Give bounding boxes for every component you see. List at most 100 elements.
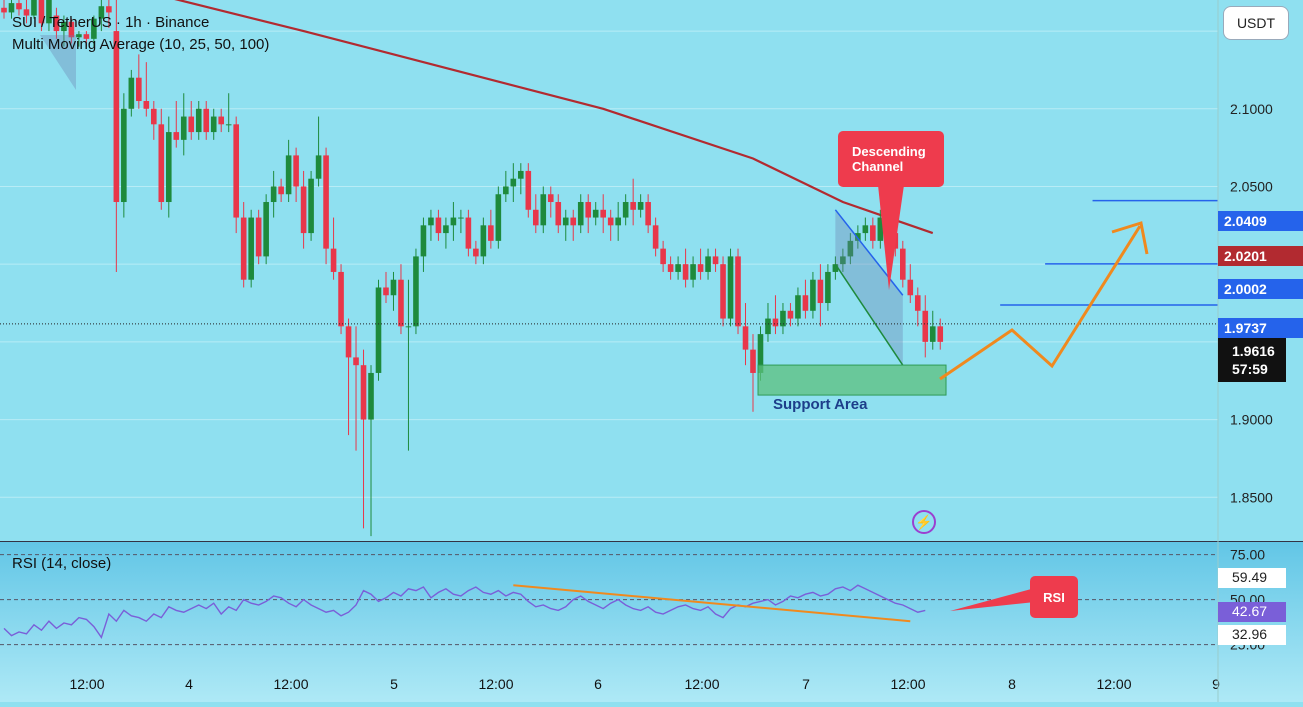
candle-body <box>780 310 786 327</box>
price-pane <box>0 0 1303 541</box>
candle <box>630 178 636 226</box>
candle <box>165 116 172 218</box>
candle-body <box>727 256 734 319</box>
last-price-value: 1.9616 <box>1232 343 1275 359</box>
candle <box>195 101 202 140</box>
candle-body <box>787 310 794 319</box>
candle <box>772 295 779 335</box>
candle-body <box>420 225 427 257</box>
candle-body <box>23 9 30 16</box>
candle <box>577 194 584 234</box>
candle <box>585 194 592 234</box>
candle <box>473 240 479 265</box>
candle-body <box>233 124 239 218</box>
candle <box>248 209 254 288</box>
candle <box>742 303 749 366</box>
candle <box>8 0 15 19</box>
candle-body <box>203 108 210 133</box>
candle-body <box>225 124 232 126</box>
candle-body <box>398 279 404 327</box>
channel-callout: Descending Channel <box>838 131 944 187</box>
candle-body <box>195 108 202 133</box>
candle-body <box>855 233 861 241</box>
candle <box>405 279 412 451</box>
candle-body <box>757 334 764 373</box>
candle <box>937 318 944 350</box>
candle-body <box>922 310 929 342</box>
candle-body <box>937 326 944 342</box>
candle <box>622 194 629 226</box>
candle-body <box>353 357 359 366</box>
candle <box>817 264 824 327</box>
candle-body <box>405 326 412 328</box>
candle <box>660 240 666 272</box>
candle <box>780 303 786 335</box>
candle <box>443 217 449 249</box>
candle <box>278 178 284 203</box>
candle <box>914 287 921 327</box>
candle-body <box>518 170 524 179</box>
lightning-icon[interactable]: ⚡ <box>912 510 936 534</box>
candle-body <box>338 271 344 327</box>
candle-body <box>240 217 247 280</box>
candle-body <box>330 248 337 272</box>
candle-body <box>31 0 37 16</box>
candle <box>862 217 869 241</box>
candle <box>802 279 809 319</box>
rsi-divergence-line <box>513 584 911 623</box>
currency-button[interactable]: USDT <box>1223 6 1289 40</box>
candle-body <box>300 186 307 234</box>
candle <box>787 303 794 327</box>
candle-body <box>840 256 846 265</box>
candle <box>495 186 502 249</box>
candle-body <box>877 217 884 241</box>
candle-body <box>690 264 696 280</box>
candle <box>383 271 389 304</box>
candle-body <box>143 101 150 109</box>
candle <box>136 54 142 109</box>
candle <box>847 233 854 265</box>
rsi-badge-current: 42.67 <box>1218 602 1286 622</box>
candle-body <box>136 77 142 102</box>
candle-body <box>510 178 517 187</box>
x-tick-label: 12:00 <box>273 676 308 692</box>
candle <box>870 217 876 249</box>
candle-body <box>38 0 45 24</box>
candle <box>503 170 509 203</box>
candle-body <box>323 155 329 249</box>
y-tick-label: 2.0500 <box>1230 178 1273 194</box>
candle-body <box>53 15 60 32</box>
rsi-legend: RSI (14, close) <box>12 555 112 572</box>
candle <box>76 31 82 47</box>
candle <box>398 264 404 335</box>
candle-body <box>360 365 367 420</box>
candle <box>98 0 105 32</box>
price-tag-target-top: 2.0409 <box>1218 211 1303 231</box>
projection-path <box>939 225 1142 381</box>
candle <box>637 194 644 218</box>
candle-body <box>435 217 442 234</box>
candle-body <box>165 132 172 203</box>
candle <box>1 0 7 19</box>
candle <box>113 0 120 272</box>
descending-channel-fill <box>835 209 903 366</box>
candle-body <box>255 217 262 257</box>
candle <box>615 202 621 241</box>
candle <box>375 279 382 381</box>
candle <box>83 31 90 47</box>
candle <box>323 147 329 265</box>
candle <box>308 170 314 241</box>
candle <box>158 108 165 210</box>
candle <box>413 248 419 335</box>
last-price-tag: 1.9616 57:59 <box>1218 338 1286 382</box>
candle-body <box>151 108 157 125</box>
candle <box>53 7 60 39</box>
candle-body <box>488 225 494 241</box>
candle-body <box>907 279 914 296</box>
x-tick-label: 7 <box>802 676 810 692</box>
candle <box>690 256 696 288</box>
candle <box>922 295 929 358</box>
candle <box>188 101 195 140</box>
